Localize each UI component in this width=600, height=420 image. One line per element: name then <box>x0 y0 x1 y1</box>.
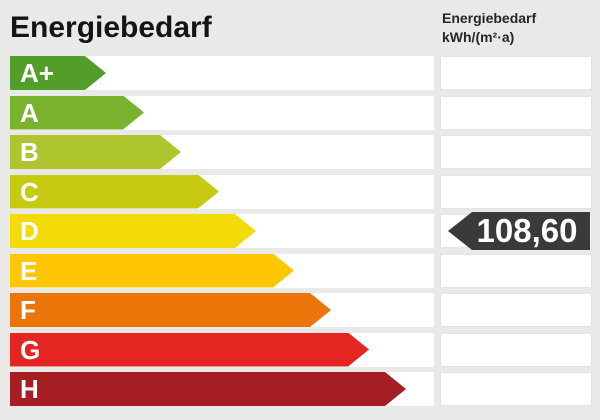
value-box <box>440 332 592 367</box>
unit-header-line1: Energiebedarf <box>442 10 537 26</box>
page-title: Energiebedarf <box>10 11 212 44</box>
grade-arrow-e: E <box>10 254 294 288</box>
grade-label: A <box>20 97 39 128</box>
unit-header-line2: kWh/(m²·a) <box>442 29 515 45</box>
scale-row-f: F <box>0 293 600 327</box>
value-box <box>440 135 592 169</box>
grade-arrow-a: A <box>10 96 144 130</box>
grade-label: D <box>20 216 39 246</box>
value-box <box>440 253 592 288</box>
unit-header: Energiebedarf kWh/(m²·a) <box>442 9 536 47</box>
grade-arrow-c: C <box>10 175 219 209</box>
value-box <box>440 95 592 130</box>
scale-cell: D <box>10 214 434 248</box>
scale-cell: F <box>10 293 434 327</box>
scale-cell: C <box>10 174 434 209</box>
grade-arrow-f: F <box>10 293 331 327</box>
scale-cell: A <box>10 95 434 130</box>
value-box <box>440 372 592 406</box>
value-box <box>440 56 592 90</box>
scale-row-b: B <box>0 135 600 169</box>
scale-cell: B <box>10 135 434 169</box>
scale-cell: A+ <box>10 56 434 90</box>
value-box <box>440 174 592 209</box>
grade-label: H <box>20 374 39 404</box>
grade-arrow-d: D <box>10 214 256 248</box>
scale-cell: E <box>10 253 434 288</box>
value-box <box>440 293 592 327</box>
grade-label: E <box>20 255 38 286</box>
scale-row-c: C <box>0 174 600 209</box>
grade-label: B <box>20 137 39 167</box>
grade-label: A+ <box>20 58 54 88</box>
scale-row-a: A <box>0 95 600 130</box>
energy-value: 108,60 <box>476 212 578 249</box>
grade-label: F <box>20 295 36 325</box>
scale-rows: A+ A B C <box>0 56 600 412</box>
grade-arrow-g: G <box>10 333 369 367</box>
scale-row-a-plus: A+ <box>0 56 600 90</box>
energy-value-tag: 108,60 <box>448 212 590 250</box>
grade-arrow-b: B <box>10 135 181 169</box>
scale-cell: H <box>10 372 434 406</box>
scale-row-g: G <box>0 332 600 367</box>
grade-label: G <box>20 334 41 365</box>
scale-cell: G <box>10 332 434 367</box>
grade-label: C <box>20 176 39 207</box>
scale-row-h: H <box>0 372 600 406</box>
scale-row-e: E <box>0 253 600 288</box>
grade-arrow-h: H <box>10 372 406 406</box>
grade-arrow-a-plus: A+ <box>10 56 106 90</box>
